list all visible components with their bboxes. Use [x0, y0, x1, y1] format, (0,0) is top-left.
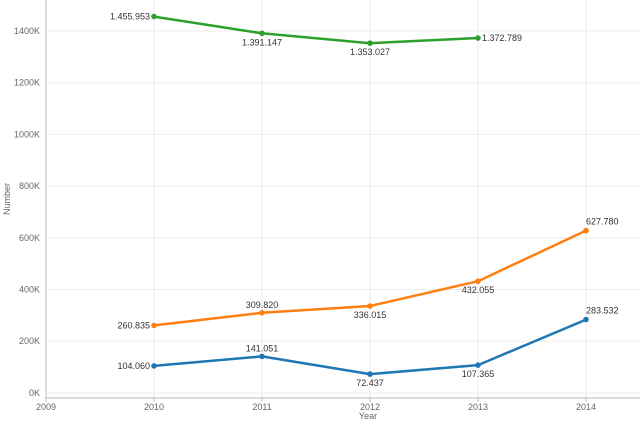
data-point[interactable]	[583, 316, 589, 323]
data-label: 72.437	[356, 378, 384, 388]
x-tick-label: 2013	[468, 402, 488, 412]
data-point[interactable]	[583, 227, 589, 234]
x-tick-label: 2014	[576, 402, 596, 412]
series-1: 260.835 309.820 336.015 432.055 627.780	[117, 217, 618, 331]
data-label: 104.060	[117, 361, 150, 371]
data-point[interactable]	[151, 13, 157, 20]
x-tick-label: 2009	[36, 402, 56, 412]
y-tick-label: 0K	[29, 388, 40, 398]
data-label: 1.353.027	[350, 47, 390, 57]
data-point[interactable]	[475, 278, 481, 284]
y-tick-label: 400K	[19, 284, 40, 294]
x-tick-label: 2010	[144, 402, 164, 412]
data-point[interactable]	[151, 322, 157, 329]
data-point[interactable]	[475, 362, 481, 368]
data-point[interactable]	[367, 303, 373, 309]
data-point[interactable]	[367, 371, 373, 377]
data-label: 627.780	[586, 217, 619, 227]
y-tick-label: 800K	[19, 181, 40, 191]
data-label: 141.051	[246, 343, 279, 353]
grid	[45, 0, 640, 398]
data-point[interactable]	[259, 353, 265, 360]
data-label: 432.055	[462, 285, 495, 295]
data-point[interactable]	[151, 363, 157, 369]
data-label: 1.455.953	[110, 12, 150, 22]
y-tick-label: 1000K	[14, 129, 40, 139]
data-point[interactable]	[367, 40, 373, 46]
y-tick-label: 200K	[19, 336, 40, 346]
data-point[interactable]	[475, 35, 481, 41]
data-label: 336.015	[354, 310, 387, 320]
y-tick-label: 1200K	[14, 78, 40, 88]
y-tick-label: 1400K	[14, 26, 40, 36]
x-tick-label: 2012	[360, 402, 380, 412]
data-label: 107.365	[462, 369, 495, 379]
series-line	[152, 15, 480, 45]
data-label: 283.532	[586, 306, 619, 316]
data-point[interactable]	[259, 309, 265, 316]
data-label: 1.391.147	[242, 37, 282, 47]
data-label: 260.835	[117, 320, 150, 330]
y-axis-title: Number	[2, 183, 12, 215]
y-tick-label: 600K	[19, 233, 40, 243]
series-2: 104.060 141.051 72.437 107.365 283.532	[117, 306, 618, 389]
series-group: 1.455.953 1.391.147 1.353.027 1.372.789 260.…	[110, 12, 619, 389]
data-point[interactable]	[259, 30, 265, 37]
x-tick-label: 2011	[252, 402, 271, 412]
data-label: 1.372.789	[482, 33, 522, 43]
data-label: 309.820	[246, 300, 279, 310]
x-axis-title: Year	[359, 411, 377, 421]
series-0: 1.455.953 1.391.147 1.353.027 1.372.789	[110, 12, 522, 58]
